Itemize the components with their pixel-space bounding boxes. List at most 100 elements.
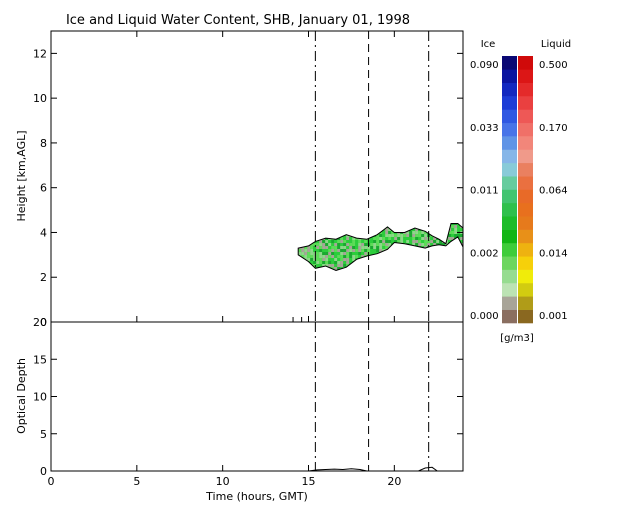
cloud-pixel — [361, 270, 365, 271]
cloud-pixel — [391, 219, 394, 222]
cloud-pixel — [403, 223, 407, 226]
cloud-pixel — [406, 249, 410, 253]
cloud-pixel — [319, 261, 323, 265]
cloud-pixel — [391, 240, 395, 244]
cloud-pixel — [421, 223, 425, 226]
cloud-pixel — [298, 237, 302, 241]
cloud-pixel — [361, 231, 365, 235]
cloud-pixel — [313, 258, 317, 262]
cloud-pixel — [331, 228, 335, 232]
cloud-pixel — [424, 223, 428, 226]
cloud-pixel — [373, 273, 376, 276]
cloud-pixel — [388, 255, 392, 259]
cloud-pixel — [304, 228, 308, 232]
cloud-pixel — [406, 231, 410, 235]
upper-x-ticks — [50, 31, 395, 322]
cloud-pixel — [304, 246, 308, 250]
cloud-pixel — [379, 225, 383, 229]
colorbar-liquid-tick: 0.500 — [539, 60, 568, 71]
lower-y-tick-label: 10 — [33, 391, 47, 404]
cloud-pixel — [298, 243, 302, 247]
cloud-pixel — [310, 267, 314, 271]
cloud-pixel — [340, 249, 344, 253]
cloud-pixel — [346, 246, 350, 250]
cloud-pixel — [385, 246, 389, 250]
cloud-pixel — [322, 228, 326, 232]
cloud-pixel — [373, 249, 377, 253]
cloud-pixel — [328, 228, 332, 232]
cloud-pixel — [340, 246, 344, 250]
cloud-pixel — [421, 261, 425, 265]
cloud-pixel — [382, 231, 386, 235]
cloud-pixel — [439, 252, 443, 256]
cloud-pixel — [433, 219, 436, 222]
cloud-pixel — [394, 240, 398, 244]
cloud-pixel — [310, 249, 314, 253]
cloud-pixel — [454, 273, 457, 276]
cloud-pixel — [316, 246, 320, 250]
cloud-pixel — [397, 237, 401, 241]
cloud-pixel — [310, 234, 314, 238]
cloud-pixel — [337, 267, 341, 271]
colorbar-ice-swatch — [502, 216, 517, 230]
cloud-pixel — [349, 252, 353, 256]
cloud-pixel — [316, 225, 320, 229]
cloud-pixel — [325, 249, 329, 253]
cloud-pixel — [409, 225, 413, 229]
cloud-pixel — [376, 237, 380, 241]
cloud-pixel — [457, 264, 461, 268]
cloud-pixel — [382, 246, 386, 250]
cloud-pixel — [361, 246, 365, 250]
cloud-pixel — [352, 273, 355, 276]
cloud-pixel — [424, 234, 428, 238]
cloud-pixel — [433, 240, 437, 244]
cloud-pixel — [388, 223, 392, 226]
colorbar-ice-label: Ice — [481, 39, 496, 50]
cloud-pixel — [331, 270, 335, 271]
cloud-pixel — [415, 273, 418, 276]
cloud-pixel — [412, 273, 415, 276]
cloud-pixel — [301, 261, 305, 265]
cloud-pixel — [391, 258, 395, 262]
cloud-pixel — [352, 258, 356, 262]
cloud-pixel — [421, 264, 425, 268]
cloud-pixel — [442, 255, 446, 259]
cloud-pixel — [370, 237, 374, 241]
cloud-pixel — [406, 264, 410, 268]
cloud-pixel — [355, 228, 359, 232]
cloud-pixel — [304, 264, 308, 268]
cloud-pixel — [376, 267, 380, 271]
cloud-pixel — [358, 264, 362, 268]
cloud-pixel — [430, 270, 434, 271]
cloud-pixel — [391, 237, 395, 241]
cloud-pixel — [385, 228, 389, 232]
cloud-pixel — [343, 219, 346, 222]
cloud-pixel — [454, 264, 458, 268]
cloud-pixel — [433, 225, 437, 229]
cloud-pixel — [307, 270, 311, 271]
cloud-pixel — [310, 223, 314, 226]
cloud-pixel — [322, 223, 326, 226]
cloud-pixel — [430, 249, 434, 253]
cloud-pixel — [403, 234, 407, 238]
cloud-pixel — [361, 228, 365, 232]
cloud-pixel — [400, 255, 404, 259]
cloud-pixel — [442, 264, 446, 268]
cloud-pixel — [415, 223, 419, 226]
cloud-pixel — [394, 264, 398, 268]
cloud-pixel — [454, 249, 458, 253]
cloud-pixel — [376, 225, 380, 229]
cloud-pixel — [370, 240, 374, 244]
cloud-pixel — [397, 234, 401, 238]
cloud-pixel — [316, 261, 320, 265]
cloud-pixel — [388, 267, 392, 271]
cloud-pixel — [346, 261, 350, 265]
cloud-pixel — [337, 273, 340, 276]
cloud-pixel — [367, 249, 371, 253]
cloud-pixel — [418, 240, 422, 244]
cloud-pixel — [334, 225, 338, 229]
cloud-pixel — [331, 243, 335, 247]
cloud-pixel — [457, 246, 461, 250]
cloud-pixel — [379, 261, 383, 265]
cloud-pixel — [334, 261, 338, 265]
